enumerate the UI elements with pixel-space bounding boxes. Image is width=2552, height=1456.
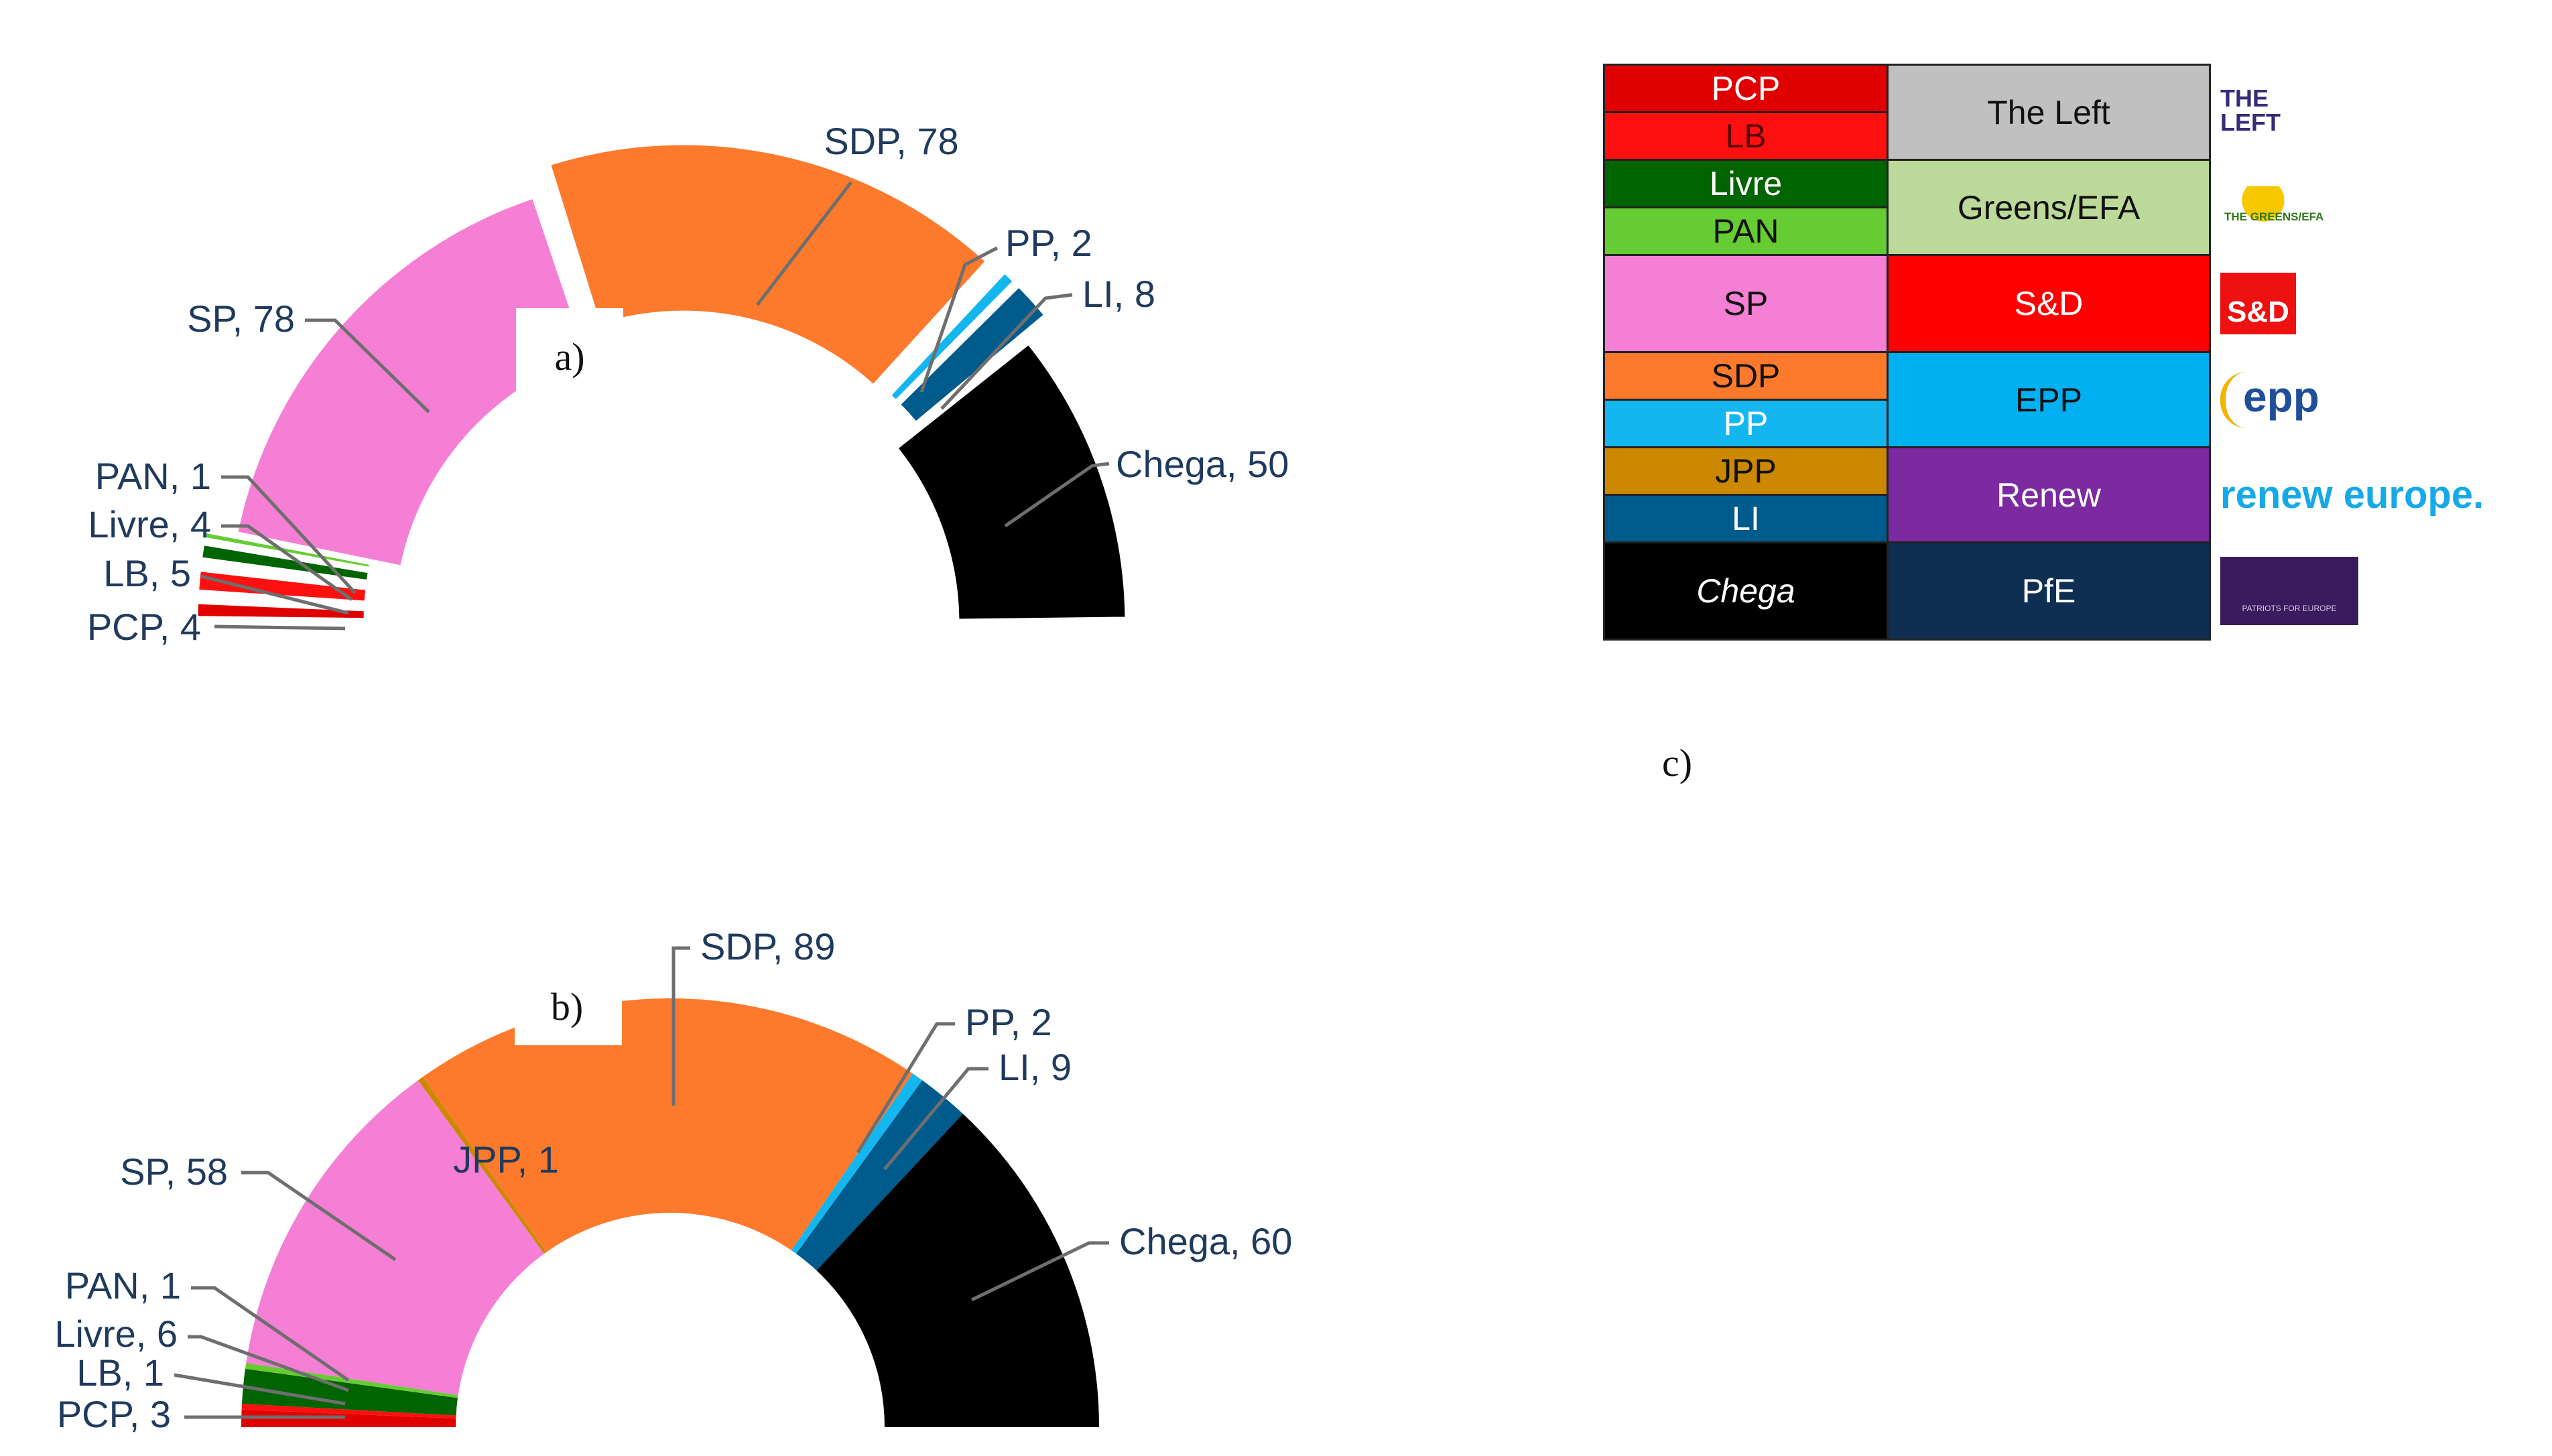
- legend-group-pfe: PfE: [1887, 541, 2211, 641]
- slice-sp: [246, 1080, 544, 1396]
- leader-line-li: [940, 293, 1073, 410]
- data-label-livre: Livre, 6: [54, 1313, 178, 1355]
- leader-line-li: [883, 1067, 988, 1171]
- slice-li: [898, 285, 1046, 424]
- leader-line-sp: [241, 1171, 397, 1262]
- legend-party-sp: SP: [1603, 254, 1889, 353]
- data-label-lb: LB, 1: [76, 1351, 164, 1394]
- data-label-livre: Livre, 4: [88, 503, 211, 545]
- leader-line-chega: [970, 1241, 1109, 1302]
- slice-lb: [241, 1404, 456, 1418]
- slice-chega: [895, 342, 1127, 621]
- epp-logo-text: epp: [2220, 371, 2325, 428]
- leader-line-pp: [856, 1022, 955, 1154]
- leader-line-pan: [191, 1286, 350, 1382]
- slice-lb: [197, 570, 368, 603]
- leader-line-pp: [919, 246, 999, 393]
- leader-line-pan: [221, 475, 357, 594]
- renew-europe-logo-text: renew europe.: [2220, 473, 2484, 517]
- the-left-logo: THE LEFT: [2220, 86, 2515, 139]
- leader-line-lb: [174, 1373, 346, 1406]
- leader-line-sdp: [672, 946, 690, 1106]
- legend-party-li: LI: [1603, 494, 1889, 543]
- leader-line-lb: [200, 574, 349, 615]
- legend-group-renew: Renew: [1887, 446, 2211, 543]
- leader-line-sp: [305, 318, 430, 413]
- panel-a-label: a): [554, 335, 584, 379]
- data-label-jpp: JPP, 1: [453, 1138, 559, 1181]
- data-label-sp: SP, 58: [120, 1150, 228, 1193]
- data-label-chega: Chega, 50: [1116, 443, 1289, 485]
- slice-pcp: [196, 602, 366, 620]
- slice-sdp: [422, 998, 913, 1252]
- pfe-logo: PATRIOTS FOR EUROPE: [2220, 557, 2515, 625]
- slice-pp: [889, 271, 1015, 402]
- data-label-pcp: PCP, 3: [57, 1393, 171, 1435]
- legend-party-pcp: PCP: [1603, 64, 1889, 113]
- slice-chega: [816, 1114, 1099, 1427]
- slice-sp: [236, 196, 588, 568]
- legend-party-chega: Chega: [1603, 541, 1889, 641]
- legend-logo-cell: PATRIOTS FOR EUROPE: [2210, 543, 2516, 640]
- leader-line-livre: [188, 1335, 349, 1392]
- panel-b-label: b): [551, 985, 583, 1029]
- leader-line-chega: [1004, 462, 1110, 528]
- legend-logo-cell: renew europe.: [2210, 448, 2516, 543]
- greens-efa-logo: THE GREENS/EFA: [2220, 186, 2515, 228]
- pfe-logo-text: PATRIOTS FOR EUROPE: [2220, 557, 2358, 625]
- data-label-lb: LB, 5: [103, 552, 191, 594]
- data-label-chega: Chega, 60: [1119, 1220, 1292, 1262]
- hemicycle-chart-a: PCP, 4 LB, 5 Livre, 4 PAN, 1 SP, 78 SDP, 78 PP…: [87, 120, 1289, 648]
- data-label-sdp: SDP, 89: [700, 925, 835, 968]
- greens-efa-logo-text: THE GREENS/EFA: [2220, 186, 2328, 226]
- legend-party-pan: PAN: [1603, 206, 1889, 256]
- epp-logo: epp: [2220, 371, 2515, 428]
- slice-pcp: [241, 1409, 456, 1427]
- legend-group-epp: EPP: [1887, 351, 2211, 448]
- sd-logo: S&D: [2220, 273, 2515, 334]
- legend-party-livre: Livre: [1603, 159, 1889, 208]
- panel-a-label-box: [516, 308, 623, 399]
- legend-party-sdp: SDP: [1603, 351, 1889, 401]
- panel-c-label: c): [1662, 741, 1693, 785]
- data-label-pcp: PCP, 4: [87, 606, 201, 648]
- legend-logo-cell: epp: [2210, 352, 2516, 448]
- legend-group-s-d: S&D: [1887, 254, 2211, 353]
- data-label-pp: PP, 2: [965, 1001, 1052, 1043]
- leader-line-pcp: [214, 624, 346, 631]
- slice-pp: [791, 1073, 923, 1254]
- party-group-legend: PCP The Left THE LEFT LB Livre Greens/EFA THE …: [1603, 64, 2515, 641]
- slice-jpp: [418, 1077, 547, 1254]
- data-label-pp: PP, 2: [1005, 222, 1092, 264]
- slice-livre: [200, 543, 370, 582]
- data-label-sdp: SDP, 78: [824, 120, 958, 162]
- slice-livre: [241, 1368, 458, 1416]
- legend-logo-cell: THE GREENS/EFA: [2210, 160, 2516, 255]
- legend-logo-cell: S&D: [2210, 255, 2516, 352]
- legend-party-pp: PP: [1603, 399, 1889, 448]
- leader-line-sdp: [756, 181, 852, 306]
- the-left-logo-text: THE LEFT: [2220, 84, 2281, 136]
- panel-b-label-box: [515, 965, 622, 1045]
- legend-group-greens-efa: Greens/EFA: [1887, 159, 2211, 256]
- data-label-pan: PAN, 1: [65, 1264, 181, 1307]
- data-label-pan: PAN, 1: [95, 455, 211, 497]
- renew-europe-logo: renew europe.: [2220, 472, 2515, 517]
- data-label-li: LI, 8: [1082, 273, 1155, 315]
- legend-group-the-left: The Left: [1887, 64, 2211, 161]
- slice-sdp: [548, 143, 988, 387]
- data-label-sp: SP, 78: [187, 297, 295, 340]
- sd-logo-text: S&D: [2220, 273, 2296, 334]
- legend-party-jpp: JPP: [1603, 446, 1889, 496]
- slice-pan: [203, 531, 372, 570]
- leader-line-livre: [221, 524, 353, 602]
- legend-logo-cell: THE LEFT: [2210, 65, 2516, 160]
- legend-party-lb: LB: [1603, 111, 1889, 161]
- data-label-li: LI, 9: [999, 1046, 1072, 1088]
